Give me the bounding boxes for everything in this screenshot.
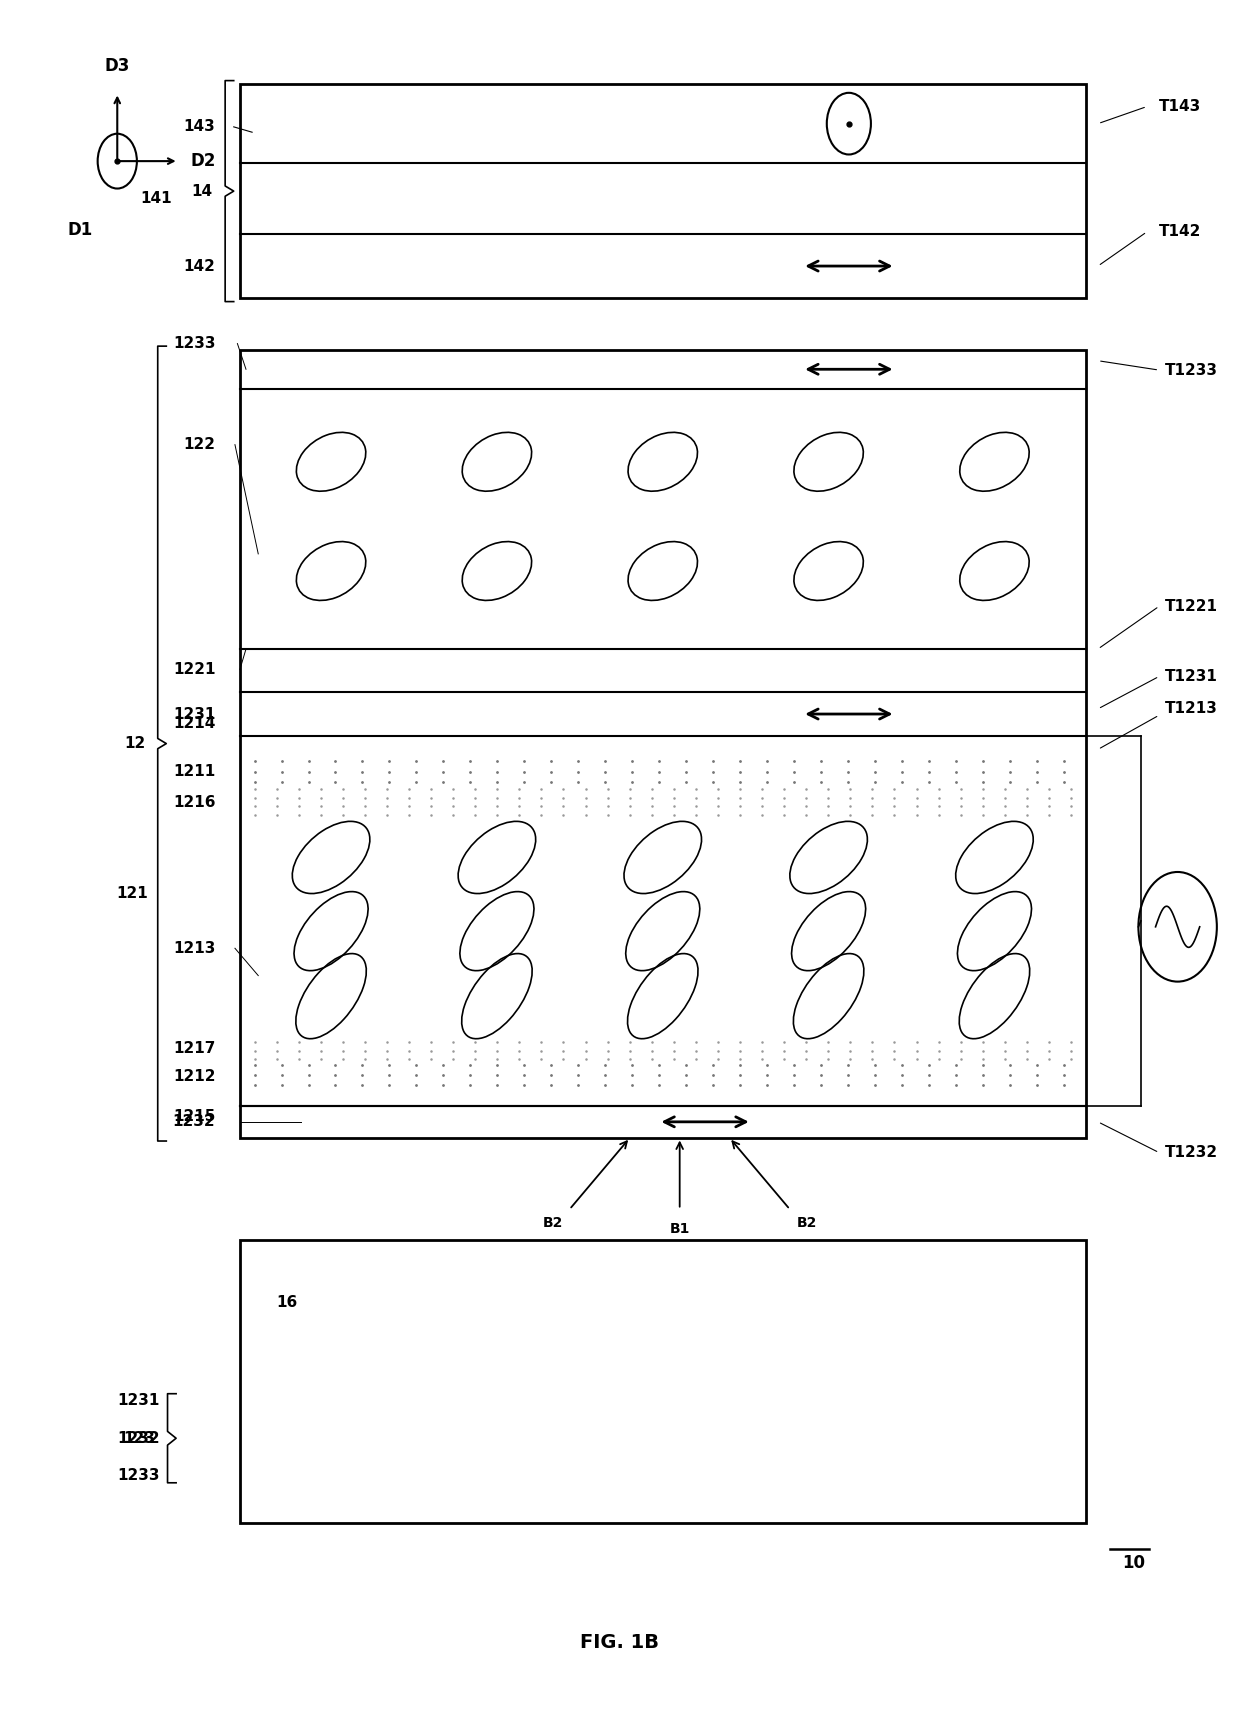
- Text: 1211: 1211: [174, 763, 216, 779]
- Text: B2: B2: [796, 1216, 817, 1230]
- Bar: [239, 1062, 1086, 1090]
- Bar: [239, 349, 1086, 1138]
- Text: 1217: 1217: [172, 1041, 216, 1057]
- Text: 14: 14: [192, 183, 213, 199]
- Text: 121: 121: [117, 886, 148, 901]
- Text: T1221: T1221: [1166, 599, 1219, 613]
- Text: T1231: T1231: [1166, 668, 1218, 684]
- Text: 1221: 1221: [172, 661, 216, 677]
- Text: 141: 141: [141, 192, 172, 206]
- Text: D2: D2: [191, 152, 216, 171]
- Text: 1212: 1212: [172, 1069, 216, 1085]
- Text: 1216: 1216: [172, 794, 216, 810]
- Text: 1232: 1232: [172, 1114, 216, 1129]
- Text: D3: D3: [104, 57, 130, 76]
- Text: T1213: T1213: [1166, 701, 1218, 715]
- Bar: [239, 755, 1086, 788]
- Bar: [239, 1034, 1086, 1062]
- Text: B2: B2: [543, 1216, 563, 1230]
- Text: 123: 123: [124, 1430, 155, 1445]
- Text: 1231: 1231: [118, 1394, 160, 1408]
- Text: 1231: 1231: [172, 706, 216, 722]
- Bar: [239, 1240, 1086, 1523]
- Text: D1: D1: [68, 221, 93, 238]
- Text: 143: 143: [184, 119, 216, 135]
- Text: 142: 142: [184, 259, 216, 273]
- Bar: [239, 85, 1086, 299]
- Text: FIG. 1B: FIG. 1B: [580, 1634, 660, 1653]
- Text: B1: B1: [670, 1221, 689, 1235]
- Bar: [239, 788, 1086, 819]
- Text: 122: 122: [184, 437, 216, 452]
- Text: 1213: 1213: [172, 941, 216, 955]
- Text: 1233: 1233: [118, 1468, 160, 1483]
- Text: 1214: 1214: [172, 717, 216, 731]
- Text: T142: T142: [1159, 225, 1202, 240]
- Text: T143: T143: [1159, 98, 1202, 114]
- Text: 1232: 1232: [118, 1430, 160, 1445]
- Text: 1215: 1215: [172, 1109, 216, 1124]
- Text: 12: 12: [124, 736, 145, 751]
- Text: T1232: T1232: [1166, 1145, 1219, 1161]
- Text: 16: 16: [277, 1295, 298, 1311]
- Text: 10: 10: [1122, 1554, 1146, 1572]
- Text: T1233: T1233: [1166, 363, 1219, 378]
- Text: 1233: 1233: [172, 337, 216, 351]
